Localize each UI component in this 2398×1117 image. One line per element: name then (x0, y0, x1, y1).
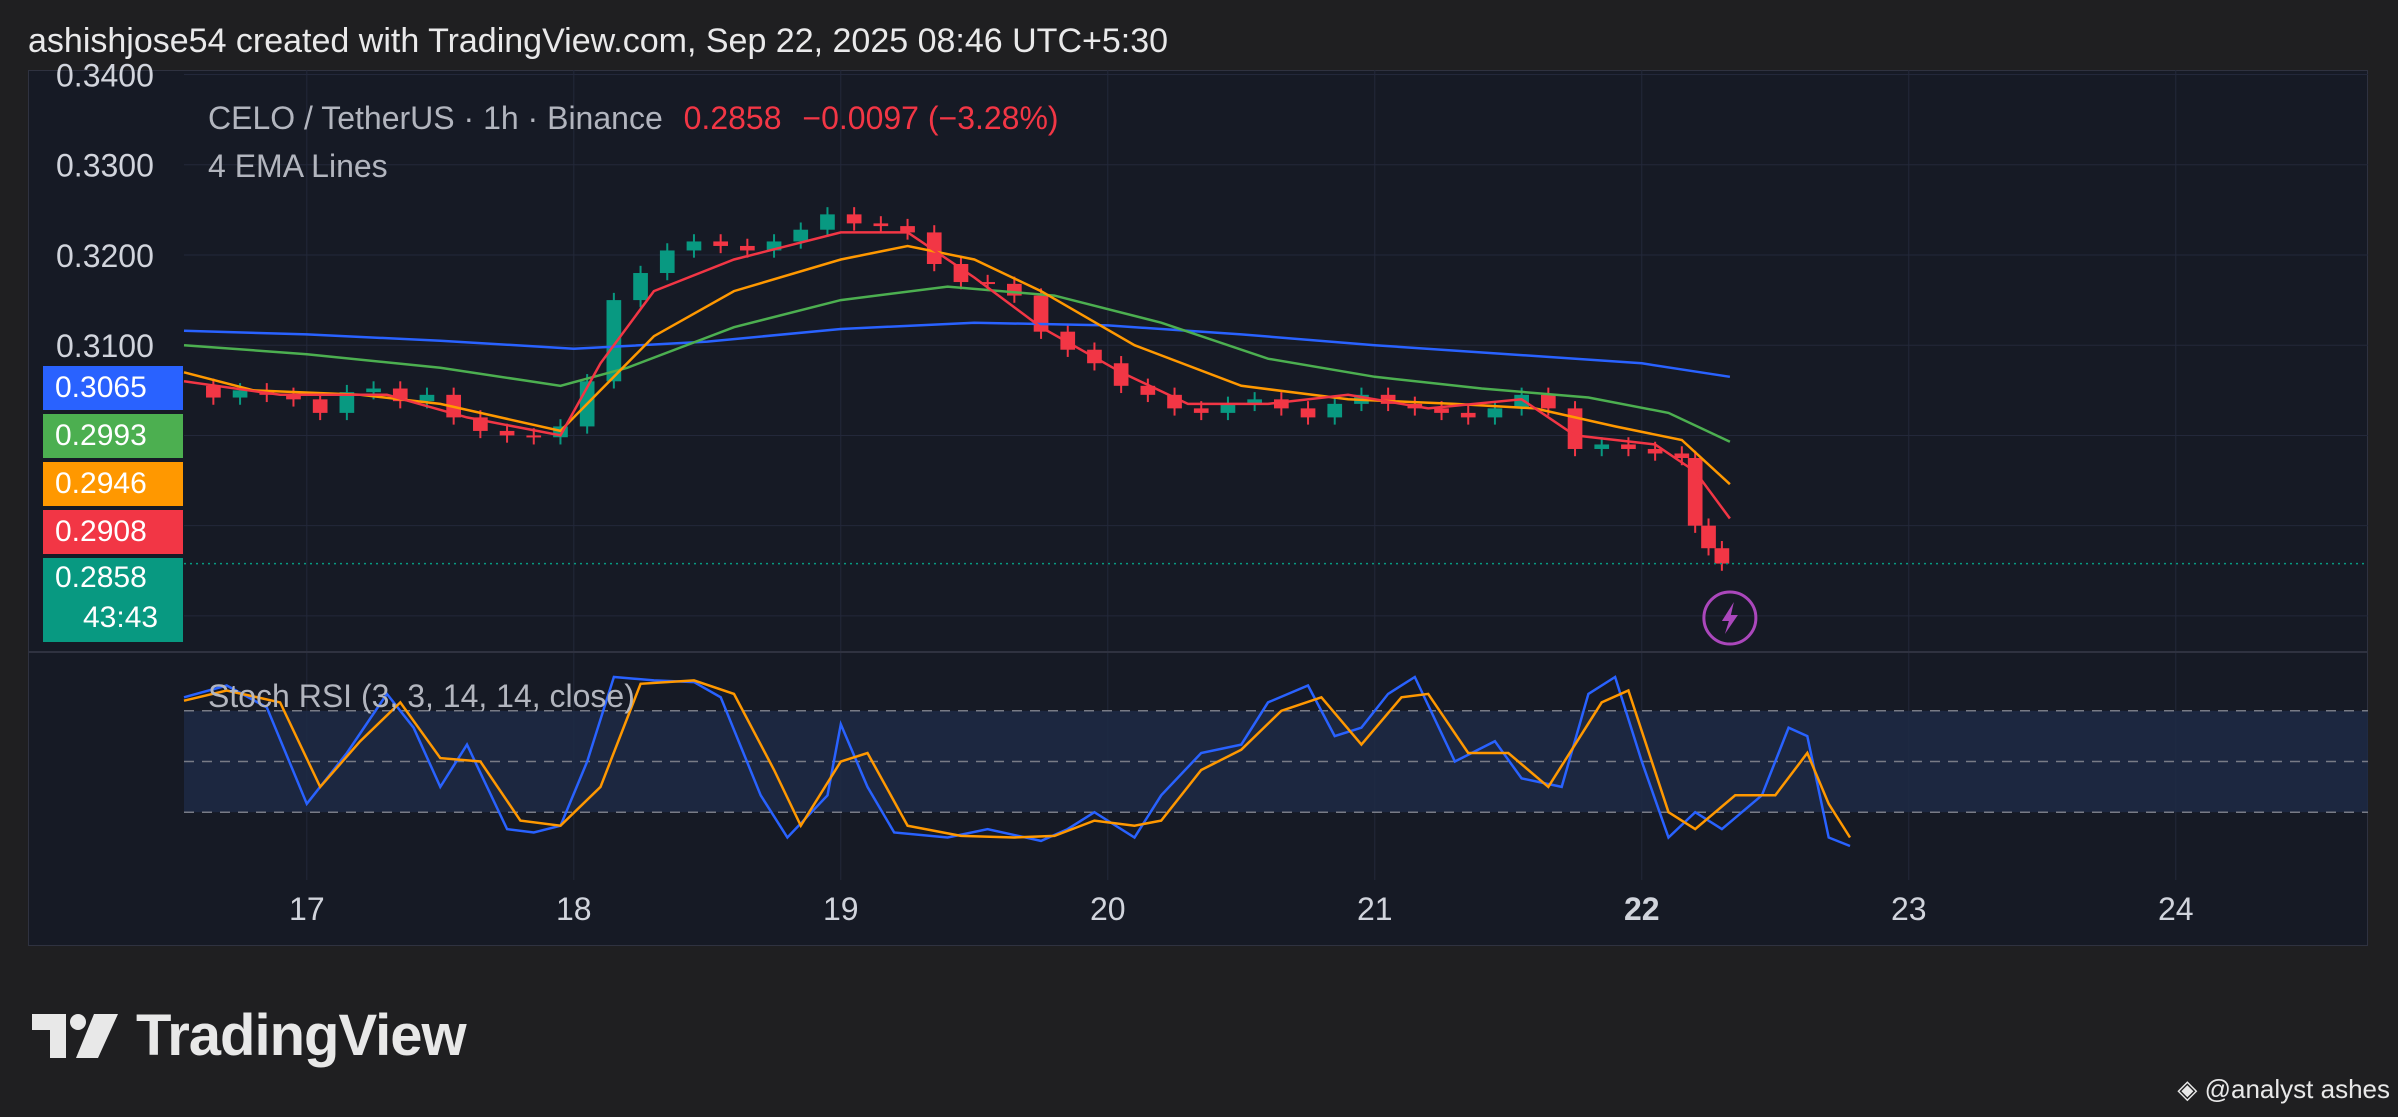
price-tag: 0.3065 (43, 366, 183, 410)
candle-body (206, 385, 221, 398)
chart-author-header: ashishjose54 created with TradingView.co… (28, 22, 1169, 60)
candle-body (1220, 403, 1236, 413)
ema-indicator-label[interactable]: 4 EMA Lines (208, 148, 388, 184)
candle-body (312, 399, 328, 413)
price-tag: 0.2908 (43, 510, 183, 554)
y-tick-label: 0.3400 (56, 58, 154, 94)
price-tag: 0.2858 43:43 (43, 558, 183, 642)
x-tick-label: 20 (1090, 891, 1126, 927)
brand-name: TradingView (136, 1003, 467, 1068)
x-tick-label: 17 (289, 891, 325, 927)
candle-body (1647, 448, 1663, 454)
candle-body (366, 388, 381, 393)
price-tag-value: 0.2908 (55, 515, 147, 548)
candle-body (1674, 453, 1690, 458)
candle-body (1701, 525, 1716, 549)
candle-body (419, 394, 435, 402)
candle-body (1514, 394, 1529, 409)
candle-body (526, 435, 542, 438)
candle-body (1273, 399, 1289, 409)
price-tag-value: 0.3065 (55, 371, 147, 404)
x-tick-label: 19 (823, 891, 859, 927)
candle-body (953, 264, 969, 283)
candle-body (606, 300, 622, 382)
tradingview-logo-icon (32, 1013, 118, 1058)
candle-body (1247, 399, 1262, 404)
candle-body (1540, 394, 1556, 409)
watermark: ◈ @analyst ashes (2177, 1074, 2390, 1105)
candle-body (926, 232, 942, 264)
price-tag-value: 0.2993 (55, 419, 147, 452)
ema-line (183, 244, 1731, 486)
symbol-title: CELO / TetherUS · 1h · Binance (208, 100, 663, 136)
candle-body (1621, 444, 1636, 449)
bar-countdown: 43:43 (83, 601, 159, 634)
candle-body (1434, 408, 1449, 413)
candle-body (686, 241, 702, 251)
y-tick-label: 0.3100 (56, 328, 154, 364)
price-tag-value: 0.2858 (55, 561, 147, 594)
candle-body (1300, 408, 1316, 418)
candle-body (980, 282, 995, 285)
candle-body (1033, 295, 1049, 332)
symbol-legend[interactable]: CELO / TetherUS · 1h · Binance 0.2858 −0… (208, 100, 1059, 137)
candle-body (1460, 412, 1476, 418)
ema-line (183, 285, 1731, 443)
y-tick-label: 0.3200 (56, 238, 154, 274)
candle-body (499, 430, 515, 436)
stoch-rsi-label[interactable]: Stoch RSI (3, 3, 14, 14, close) (208, 678, 635, 714)
y-tick-label: 0.3300 (56, 148, 154, 184)
candle-body (1487, 408, 1503, 418)
x-tick-label: 21 (1357, 891, 1393, 927)
x-tick-label: 23 (1891, 891, 1927, 927)
candle-body (793, 229, 809, 242)
stoch-line (183, 679, 1852, 839)
watermark-text: @analyst ashes (2204, 1074, 2390, 1104)
price-tag-value: 0.2946 (55, 467, 147, 500)
price-tag: 0.2993 (43, 414, 183, 458)
candle-body (1594, 444, 1610, 449)
candle-body (1193, 408, 1209, 413)
price-change: −0.0097 (−3.28%) (802, 100, 1059, 136)
candle-body (339, 392, 355, 413)
candle-body (873, 223, 889, 227)
ema-line (183, 231, 1731, 520)
x-tick-label: 18 (556, 891, 592, 927)
candle-body (286, 394, 301, 400)
ema-line (183, 321, 1731, 379)
last-price: 0.2858 (683, 100, 782, 136)
lightning-icon[interactable] (1702, 590, 1758, 646)
candle-body (659, 250, 675, 274)
candle-body (1140, 385, 1156, 395)
candle-body (713, 241, 728, 246)
candle-body (740, 245, 755, 251)
stoch-line (183, 675, 1851, 848)
tradingview-logo: TradingView (32, 1002, 467, 1069)
candle-body (766, 241, 782, 251)
x-tick-label: 22 (1624, 891, 1660, 927)
candle-body (820, 214, 835, 230)
x-tick-label: 24 (2158, 891, 2194, 927)
candle-body (1380, 394, 1396, 404)
candle-body (1714, 548, 1730, 564)
candle-body (633, 273, 648, 301)
candle-body (900, 226, 915, 233)
lightning-bolt (1721, 602, 1738, 634)
price-tag: 0.2946 (43, 462, 183, 506)
candle-body (1327, 403, 1343, 418)
candle-body (846, 214, 862, 224)
candle-body (1007, 283, 1022, 296)
candle-body (1567, 408, 1583, 449)
diamond-icon: ◈ (2177, 1074, 2198, 1104)
candle-body (232, 390, 248, 398)
